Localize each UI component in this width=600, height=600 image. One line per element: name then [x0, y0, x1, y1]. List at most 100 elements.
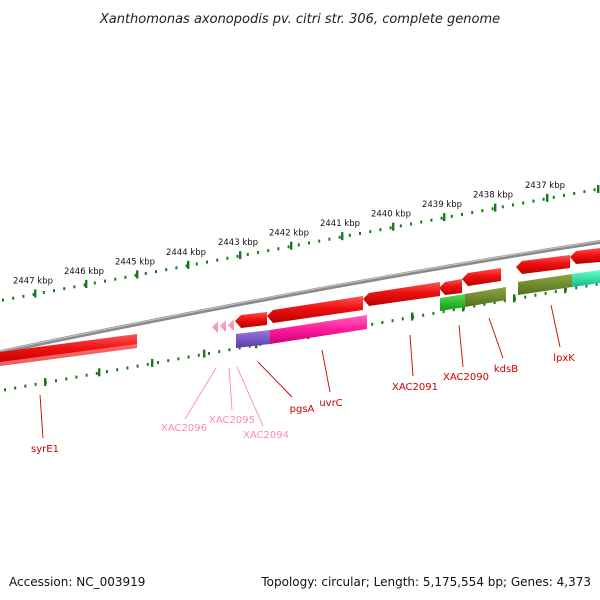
outer-scale-dot — [53, 289, 55, 293]
gene-label-XAC2090[interactable]: XAC2090 — [443, 372, 489, 383]
gene-label-kdsB[interactable]: kdsB — [494, 364, 518, 375]
inner-scale-dot — [167, 359, 170, 363]
gene-magenta-feature[interactable] — [270, 315, 367, 344]
inner-scale-dot — [422, 313, 425, 317]
gene-kdsB-feature[interactable] — [462, 268, 501, 286]
inner-scale-dot — [401, 317, 404, 321]
scale-tick-label: 2442 kbp — [269, 229, 309, 239]
outer-scale-major-tick — [290, 241, 293, 250]
gene-uvrC-feature[interactable] — [267, 296, 363, 323]
gene-label-uvrC[interactable]: uvrC — [319, 398, 342, 409]
inner-scale-dot — [391, 319, 394, 323]
gene-XAC2096-feature[interactable] — [212, 321, 218, 333]
outer-scale-dot — [440, 216, 443, 220]
outer-scale-dot — [216, 258, 219, 262]
gene-label-pgsA[interactable]: pgsA — [290, 404, 315, 415]
gene-label-XAC2095[interactable]: XAC2095 — [209, 415, 255, 426]
gene-XAC2091-feature[interactable] — [363, 282, 440, 306]
gene-label-XAC2096[interactable]: XAC2096 — [161, 423, 207, 434]
outer-scale-dot — [42, 291, 45, 295]
outer-scale-major-tick — [443, 213, 446, 222]
outer-scale-dot — [583, 190, 586, 194]
outer-scale-major-tick — [34, 289, 37, 298]
outer-scale-dot — [379, 228, 382, 232]
scale-tick-label: 2443 kbp — [218, 238, 258, 248]
outer-scale-major-tick — [546, 193, 549, 202]
gene-label-XAC2091[interactable]: XAC2091 — [392, 382, 438, 393]
outer-scale-dot — [114, 277, 117, 281]
gene-pgsA-feature[interactable] — [235, 312, 267, 328]
gene-XAC2095-feature[interactable] — [220, 320, 226, 332]
inner-scale-dot — [575, 286, 578, 290]
outer-scale-dot — [430, 218, 433, 222]
outer-scale-dot — [450, 214, 453, 218]
outer-scale-dot — [22, 294, 25, 298]
outer-scale-dot — [491, 207, 494, 211]
outer-scale-major-tick — [392, 222, 395, 231]
inner-scale-dot — [238, 346, 241, 350]
gene-teal-feature[interactable] — [572, 270, 600, 287]
inner-scale-major-tick — [203, 349, 206, 358]
inner-scale-dot — [126, 366, 129, 370]
gene-XAC2090-feature[interactable] — [439, 279, 462, 295]
gene-right-red-feature[interactable] — [570, 248, 600, 264]
outer-scale-dot — [257, 251, 259, 255]
gene-labels: syrE1 XAC2096 XAC2095 XAC2094 pgsA uvrC … — [31, 304, 575, 455]
gene-lpxK-feature[interactable] — [516, 255, 570, 274]
outer-scale-major-tick — [341, 232, 344, 241]
inner-scale-dot — [585, 284, 588, 288]
outer-scale-dot — [246, 252, 249, 256]
gene-label-XAC2094[interactable]: XAC2094 — [243, 430, 289, 441]
gene-green-feature[interactable] — [440, 294, 465, 311]
outer-scale-dot — [134, 273, 137, 277]
outer-scale-dot — [267, 249, 270, 253]
gene-XAC2094-feature[interactable] — [228, 319, 234, 331]
scale-tick-label: 2447 kbp — [13, 276, 53, 286]
outer-scale-dot — [522, 201, 525, 205]
outer-scale-dot — [461, 212, 463, 216]
gene-olive-right-feature[interactable] — [518, 274, 572, 295]
scale-tick-label: 2444 kbp — [166, 248, 206, 258]
outer-scale-major-tick — [187, 260, 190, 269]
inner-scale-dot — [106, 370, 108, 374]
inner-scale-dot — [432, 311, 435, 315]
inner-scale-dot — [157, 361, 159, 365]
outer-scale-dot — [63, 287, 66, 291]
accession-text: Accession: NC_003919 — [9, 575, 145, 589]
gene-olive-feature[interactable] — [465, 287, 506, 307]
outer-scale-dot — [2, 298, 4, 302]
outer-scale-dot — [308, 241, 310, 245]
gene-violet-feature[interactable] — [236, 330, 270, 348]
inner-scale-dot — [95, 371, 98, 375]
outer-scale-dot — [593, 188, 596, 192]
inner-scale-major-tick — [411, 312, 414, 321]
outer-scale-dot — [83, 283, 86, 287]
inner-scale-dot — [85, 373, 88, 377]
inner-scale-dot — [493, 300, 496, 304]
outer-scale-major-tick — [597, 185, 600, 193]
outer-scale-dot — [144, 271, 147, 275]
inner-scale-dot — [544, 291, 547, 295]
genome-title: Xanthomonas axonopodis pv. citri str. 30… — [99, 12, 500, 27]
inner-scale-dot — [65, 377, 68, 381]
inner-scale-dot — [34, 382, 37, 386]
inner-scale-major-tick — [98, 368, 101, 377]
gene-features — [0, 248, 600, 366]
gene-label-syrE1[interactable]: syrE1 — [31, 444, 59, 455]
inner-scale-dot — [452, 308, 455, 312]
outer-scale-major-tick — [239, 251, 242, 260]
gene-label-lpxK[interactable]: lpxK — [553, 353, 575, 364]
inner-scale-dot — [75, 375, 78, 379]
scale-tick-label: 2439 kbp — [422, 200, 462, 210]
outer-scale-dot — [542, 197, 545, 201]
inner-scale-major-tick — [462, 303, 465, 312]
inner-scale-dot — [473, 304, 476, 308]
outer-scale-dot — [297, 243, 300, 247]
outer-scale-dot — [287, 245, 290, 249]
outer-scale-dot — [348, 233, 351, 237]
inner-scale-dot — [136, 364, 139, 368]
outer-scale-dot — [12, 296, 15, 300]
outer-scale: 2447 kbp 2446 kbp 2445 kbp 2444 kbp 2443 kbp… — [2, 181, 600, 302]
scale-tick-label: 2440 kbp — [371, 210, 411, 220]
outer-scale-dot — [155, 270, 157, 274]
